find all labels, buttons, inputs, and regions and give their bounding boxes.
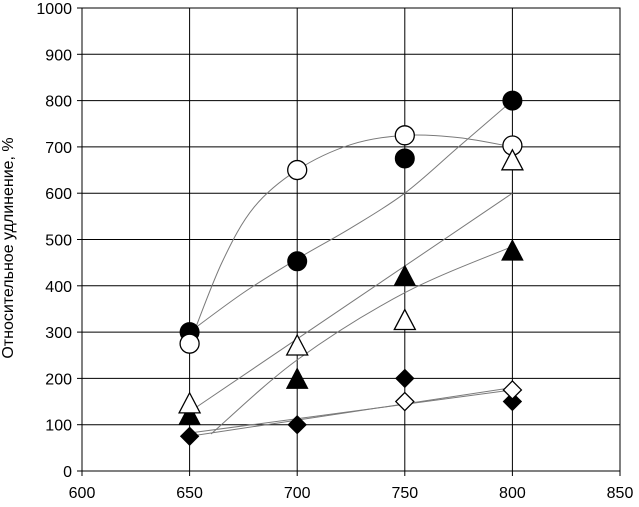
open-circle-marker [394, 125, 415, 146]
x-tick-label: 750 [391, 485, 418, 502]
filled-circle-marker [502, 90, 523, 111]
x-tick-label: 600 [69, 485, 96, 502]
trendline-open-circle [189, 134, 513, 344]
trendline-open-triangle [189, 192, 513, 413]
x-tick-label: 800 [499, 485, 526, 502]
y-axis-label: Относительное удлинение, % [0, 137, 17, 358]
y-tick-label: 400 [45, 279, 72, 296]
y-tick-labels: 0 100 200 300 400 500 600 700 800 900 1000 [36, 1, 82, 481]
open-circle-marker [179, 333, 200, 354]
y-tick-label: 100 [45, 418, 72, 435]
filled-triangle-marker [285, 367, 309, 389]
x-tick-label: 700 [284, 485, 311, 502]
filled-circle-marker [287, 251, 308, 272]
open-triangle-marker [393, 308, 417, 331]
y-tick-label: 900 [45, 47, 72, 64]
filled-diamond-marker [287, 414, 307, 435]
filled-diamond-marker [395, 368, 415, 389]
y-tick-label: 300 [45, 325, 72, 342]
open-diamond-marker [502, 380, 523, 400]
y-tick-label: 700 [45, 140, 72, 157]
y-tick-label: 0 [63, 464, 72, 481]
open-diamond-marker [394, 391, 415, 412]
x-tick-label: 850 [607, 485, 634, 502]
trendline-filled-triangle [210, 245, 513, 435]
x-tick-label: 650 [176, 485, 203, 502]
trendline-open-diamond [189, 389, 513, 434]
filled-triangle-marker [501, 238, 524, 261]
x-tick-labels: 600 650 700 750 800 850 [69, 471, 634, 502]
y-tick-label: 200 [45, 371, 72, 388]
filled-triangle-marker [178, 403, 201, 425]
trendline-filled-circle [189, 100, 513, 333]
y-tick-label: 800 [45, 94, 72, 111]
filled-diamond-marker [502, 391, 523, 412]
y-tick-label: 1000 [36, 1, 72, 18]
open-triangle-marker [500, 148, 524, 171]
filled-triangle-marker [393, 264, 417, 287]
y-tick-label: 500 [45, 233, 72, 250]
open-circle-marker [287, 159, 308, 181]
y-tick-label: 600 [45, 186, 72, 203]
data-markers [178, 90, 524, 446]
grid [81, 7, 621, 472]
open-triangle-marker [285, 333, 309, 356]
trendlines [189, 100, 513, 437]
open-triangle-marker [178, 391, 202, 414]
filled-diamond-marker [179, 426, 200, 446]
filled-circle-marker [394, 148, 415, 169]
